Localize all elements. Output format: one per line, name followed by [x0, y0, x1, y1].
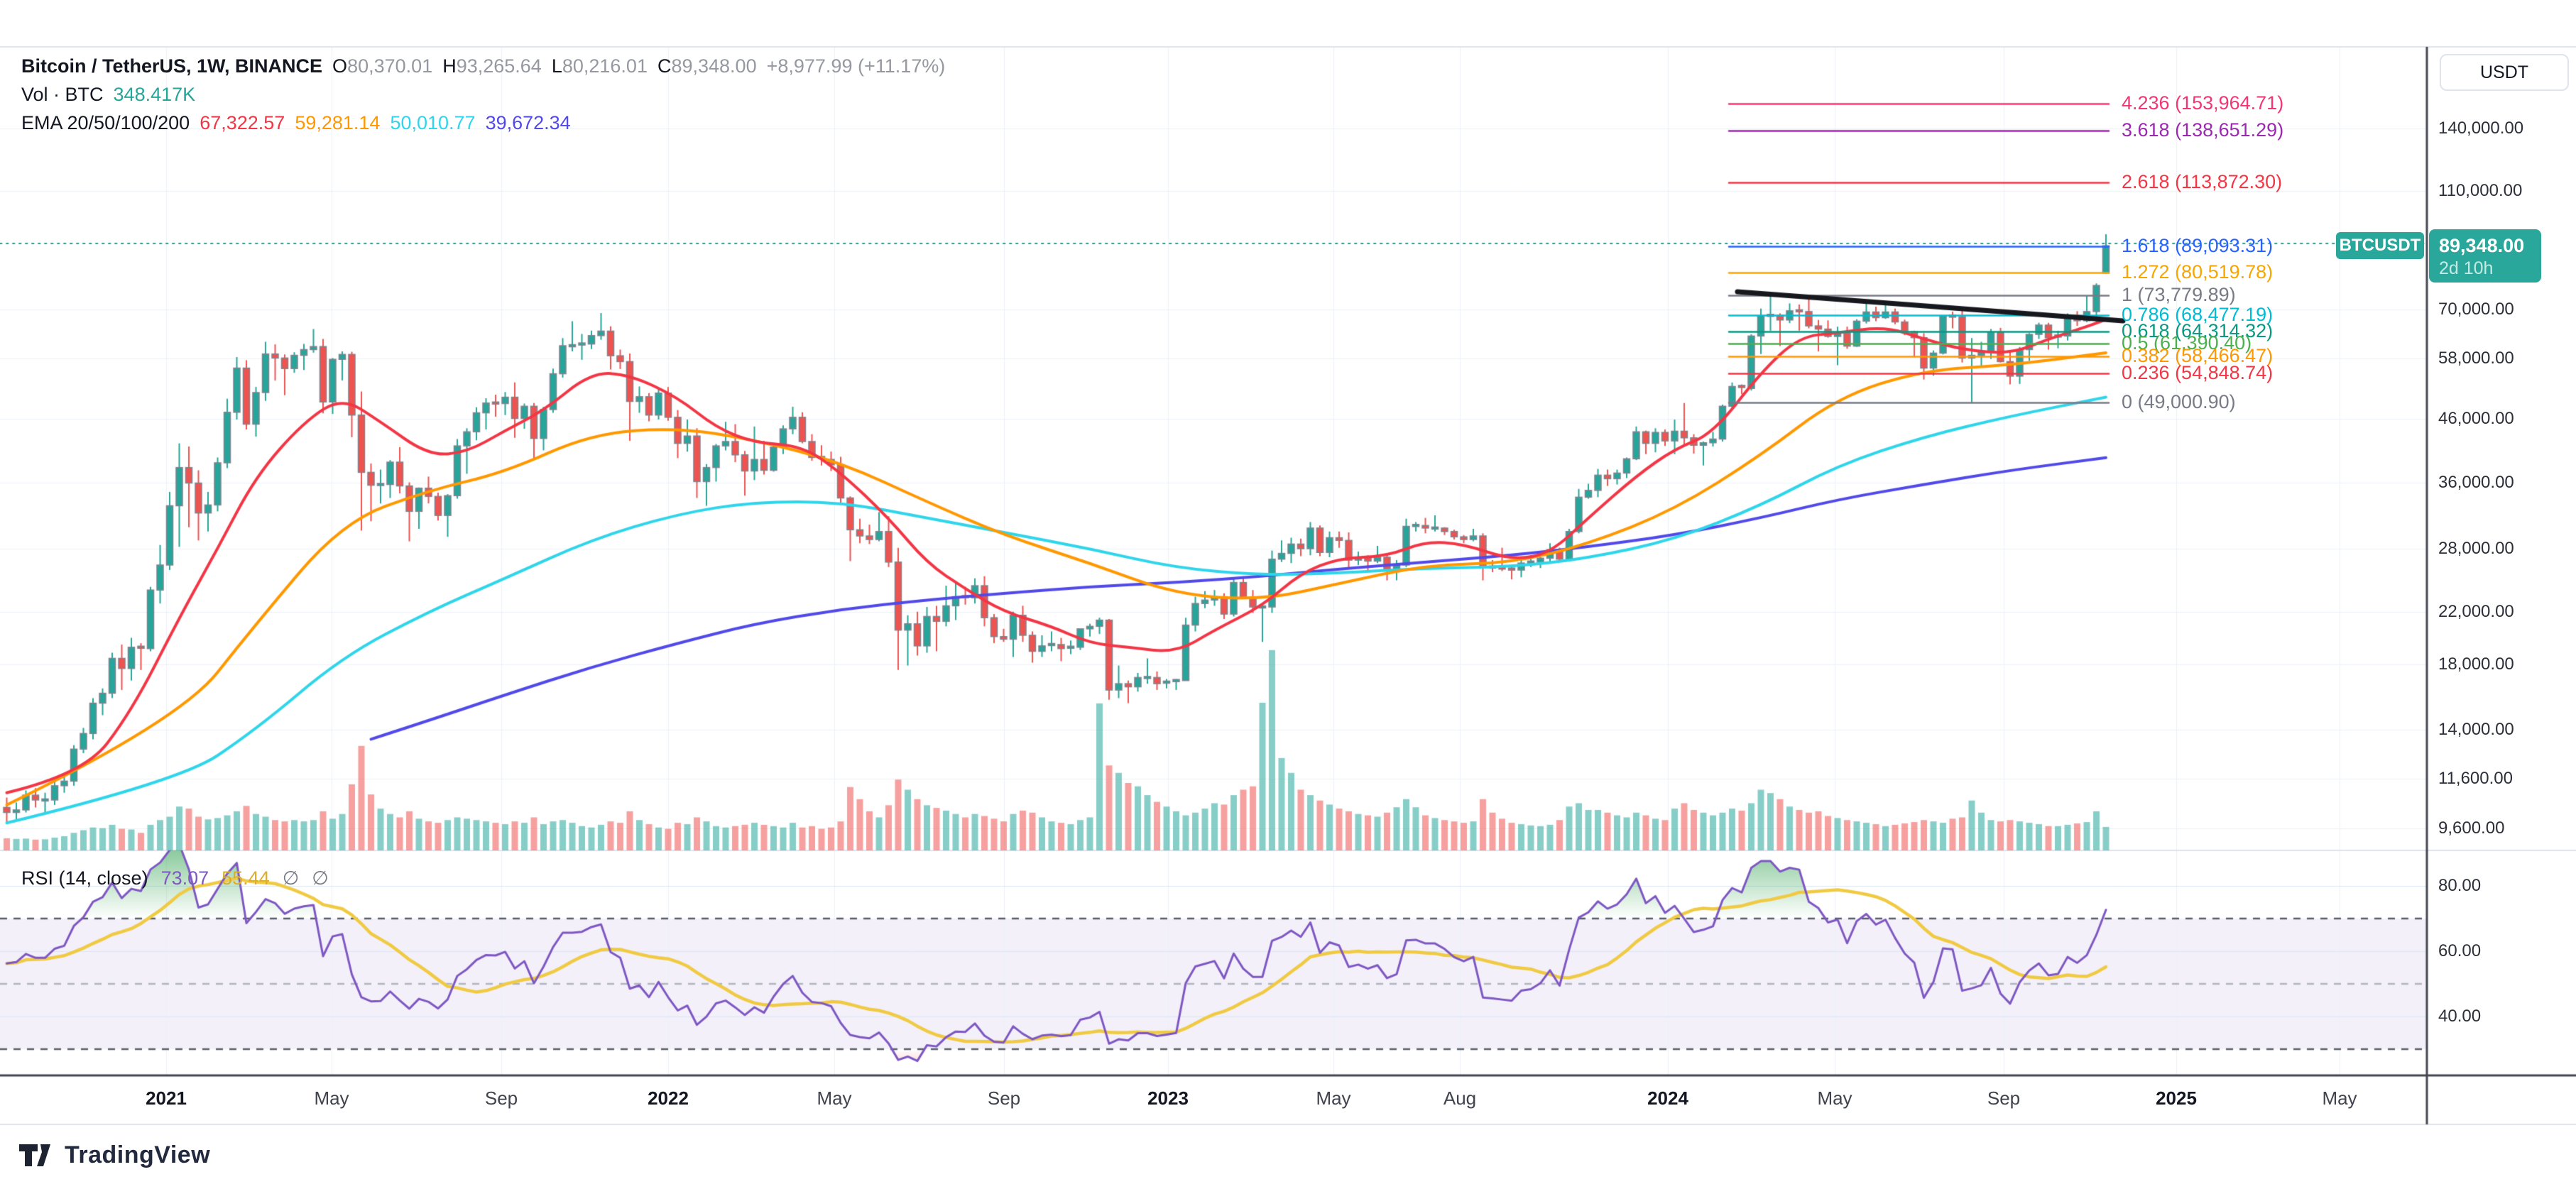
symbol-legend-row: Bitcoin / TetherUS, 1W, BINANCE O80,370.… — [21, 55, 945, 77]
currency-usdt-button[interactable]: USDT — [2440, 54, 2569, 91]
ema20-value: 67,322.57 — [200, 112, 285, 133]
fib-level-label: 0.236 (54,848.74) — [2122, 361, 2274, 383]
ema50-value: 59,281.14 — [295, 112, 381, 133]
price-axis-label: 18,000.00 — [2438, 654, 2514, 674]
rsi-axis-label: 40.00 — [2438, 1007, 2482, 1026]
symbol-title: Bitcoin / TetherUS, 1W, BINANCE — [21, 55, 323, 77]
time-axis-label: May — [314, 1087, 349, 1109]
ohlc-high: H93,265.64 — [442, 55, 542, 77]
ohlc-open: O80,370.01 — [332, 55, 433, 77]
rsi-axis-label: 60.00 — [2438, 941, 2482, 960]
rsi-label: RSI (14, close) — [21, 867, 148, 889]
time-axis-label: 2025 — [2156, 1087, 2197, 1109]
fib-level-label: 4.236 (153,964.71) — [2122, 92, 2284, 114]
ohlc-low: L80,216.01 — [551, 55, 648, 77]
volume-value: 348.417K — [113, 84, 196, 105]
tradingview-wordmark: TradingView — [65, 1141, 211, 1168]
ema200-value: 39,672.34 — [485, 112, 571, 133]
fib-level-label: 0 (49,000.90) — [2122, 391, 2236, 412]
last-price-value: 89,348.00 — [2439, 234, 2525, 256]
fib-level-label: 0.5 (61,390.40) — [2122, 332, 2252, 354]
fib-level-label: 1 (73,779.89) — [2122, 284, 2236, 306]
price-axis-label: 22,000.00 — [2438, 601, 2514, 621]
rsi-axis-label: 80.00 — [2438, 876, 2482, 895]
rsi-value: 73.07 — [160, 867, 209, 889]
symbol-price-flag: BTCUSDT — [2336, 232, 2424, 259]
price-axis-label: 11,600.00 — [2438, 769, 2513, 789]
time-axis-label: Aug — [1443, 1087, 1477, 1109]
price-axis-label: 28,000.00 — [2438, 538, 2514, 558]
time-axis-label: May — [1817, 1087, 1852, 1109]
fib-level-label: 1.272 (80,519.78) — [2122, 261, 2274, 283]
time-axis-label: Sep — [484, 1087, 518, 1109]
change-value: +8,977.99 (+11.17%) — [766, 55, 946, 77]
price-axis-label: 46,000.00 — [2438, 409, 2514, 429]
price-axis-label: 58,000.00 — [2438, 348, 2514, 368]
time-axis-label: Sep — [1987, 1087, 2021, 1109]
time-axis-label: 2024 — [1647, 1087, 1688, 1109]
price-axis-label: 140,000.00 — [2438, 118, 2524, 138]
time-axis-label: May — [2322, 1087, 2357, 1109]
price-axis-label: 9,600.00 — [2438, 818, 2505, 838]
fib-level-label: 3.618 (138,651.29) — [2122, 119, 2284, 141]
price-axis-label: 36,000.00 — [2438, 473, 2514, 493]
rsi-empty-slot-1: ∅ — [282, 867, 300, 889]
fib-level-label: 2.618 (113,872.30) — [2122, 170, 2283, 192]
fib-level-label: 1.618 (89,093.31) — [2122, 235, 2274, 256]
ema-legend-row: EMA 20/50/100/200 67,322.57 59,281.14 50… — [21, 112, 571, 134]
price-axis-label: 14,000.00 — [2438, 720, 2514, 740]
fib-level-label: 0.618 (64,314.32) — [2122, 319, 2274, 341]
rsi-legend-row: RSI (14, close) 73.07 55.44 ∅ ∅ — [21, 867, 329, 889]
time-axis-label: May — [817, 1087, 852, 1109]
ema-label: EMA 20/50/100/200 — [21, 112, 190, 133]
rsi-empty-slot-2: ∅ — [312, 867, 329, 889]
time-axis-label: Sep — [987, 1087, 1021, 1109]
tradingview-logo-icon — [19, 1144, 50, 1166]
tradingview-logo: TradingView — [19, 1141, 210, 1169]
bar-countdown: 2d 10h — [2439, 258, 2494, 278]
volume-legend-row: Vol · BTC 348.417K — [21, 84, 195, 106]
fib-level-label: 0.786 (68,477.19) — [2122, 303, 2274, 325]
fib-level-label: 0.382 (58,466.47) — [2122, 345, 2274, 366]
price-axis-label: 70,000.00 — [2438, 299, 2514, 319]
last-price-tag: 89,348.00 2d 10h — [2429, 229, 2541, 283]
volume-label: Vol · BTC — [21, 84, 104, 105]
time-axis-label: 2023 — [1147, 1087, 1189, 1109]
time-axis-label: 2022 — [648, 1087, 689, 1109]
time-axis-label: 2021 — [146, 1087, 187, 1109]
time-axis-label: May — [1316, 1087, 1351, 1109]
price-axis-label: 110,000.00 — [2438, 181, 2523, 201]
ema100-value: 50,010.77 — [390, 112, 476, 133]
ohlc-close: C89,348.00 — [657, 55, 757, 77]
rsi-ma-value: 55.44 — [222, 867, 270, 889]
